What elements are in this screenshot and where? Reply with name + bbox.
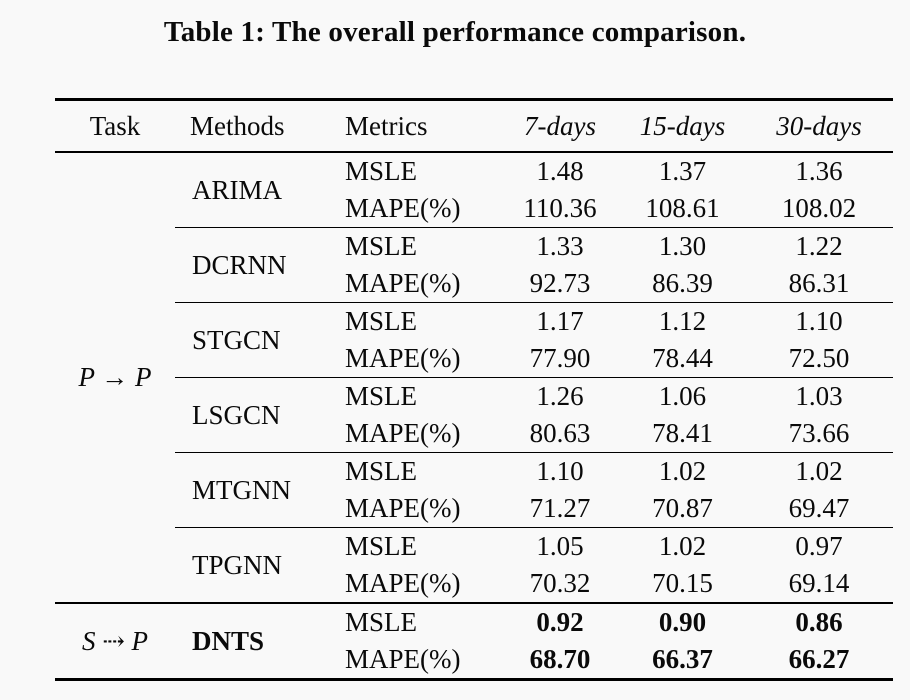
value-cell: 78.44 bbox=[620, 340, 745, 378]
metric-cell: MAPE(%) bbox=[330, 415, 500, 453]
method-cell: STGCN bbox=[175, 302, 330, 378]
metric-cell: MAPE(%) bbox=[330, 340, 500, 378]
value-cell: 86.39 bbox=[620, 265, 745, 303]
header-row: Task Methods Metrics 7-days 15-days 30-d… bbox=[55, 99, 893, 153]
value-cell: 1.30 bbox=[658, 231, 707, 261]
metric-cell: MSLE bbox=[345, 306, 418, 336]
table-row: MAPE(%) 110.36 108.61 108.02 bbox=[55, 190, 893, 228]
table-row: MTGNN MSLE 1.10 1.02 1.02 bbox=[55, 452, 893, 528]
table-caption: Table 1: The overall performance compari… bbox=[163, 16, 747, 48]
value-cell: 1.05 bbox=[536, 531, 584, 561]
method-cell: ARIMA bbox=[175, 152, 330, 228]
table-row: MAPE(%) 70.32 70.15 69.14 bbox=[55, 565, 893, 604]
table-row: S ⇢ P DNTS MSLE 0.92 0.90 0.86 bbox=[55, 603, 893, 656]
table-row: MAPE(%) 80.63 78.41 73.66 bbox=[55, 415, 893, 453]
metric-cell: MAPE(%) bbox=[330, 490, 500, 528]
col-header-task: Task bbox=[55, 99, 175, 153]
metric-cell: MSLE bbox=[345, 231, 418, 261]
value-cell: 1.10 bbox=[536, 456, 584, 486]
table-row: MAPE(%) 68.70 66.37 66.27 bbox=[55, 641, 893, 680]
value-cell: 77.90 bbox=[500, 340, 620, 378]
value-cell: 69.14 bbox=[745, 565, 893, 604]
metric-cell: MAPE(%) bbox=[345, 644, 461, 674]
method-cell: LSGCN bbox=[175, 377, 330, 453]
table-row: MAPE(%) 77.90 78.44 72.50 bbox=[55, 340, 893, 378]
col-header-methods: Methods bbox=[175, 99, 330, 153]
value-cell: 1.33 bbox=[536, 231, 584, 261]
value-cell: 1.26 bbox=[536, 381, 584, 411]
table-row: TPGNN MSLE 1.05 1.02 0.97 bbox=[55, 527, 893, 604]
metric-cell: MSLE bbox=[345, 156, 418, 186]
table-row: MAPE(%) 71.27 70.87 69.47 bbox=[55, 490, 893, 528]
value-cell: 78.41 bbox=[620, 415, 745, 453]
method-cell: TPGNN bbox=[175, 527, 330, 604]
table-row: LSGCN MSLE 1.26 1.06 1.03 bbox=[55, 377, 893, 453]
value-cell: 72.50 bbox=[745, 340, 893, 378]
value-cell: 80.63 bbox=[500, 415, 620, 453]
value-cell: 1.06 bbox=[658, 381, 707, 411]
col-header-metrics: Metrics bbox=[330, 99, 500, 153]
value-cell: 1.12 bbox=[658, 306, 707, 336]
value-cell: 1.36 bbox=[795, 156, 843, 186]
value-cell: 1.37 bbox=[658, 156, 707, 186]
value-cell: 66.27 bbox=[788, 644, 850, 674]
table-row: P → P ARIMA MSLE 1.48 1.37 1.36 bbox=[55, 152, 893, 604]
value-cell: 1.02 bbox=[658, 531, 707, 561]
value-cell: 71.27 bbox=[500, 490, 620, 528]
method-cell: DNTS bbox=[192, 625, 265, 656]
task-cell-p-to-p: P → P bbox=[55, 152, 175, 604]
metric-cell: MSLE bbox=[345, 381, 418, 411]
performance-table: Task Methods Metrics 7-days 15-days 30-d… bbox=[55, 98, 893, 681]
col-header-7days: 7-days bbox=[500, 99, 620, 153]
metric-cell: MAPE(%) bbox=[330, 265, 500, 303]
value-cell: 108.02 bbox=[745, 190, 893, 228]
value-cell: 1.48 bbox=[536, 156, 584, 186]
table-row: DCRNN MSLE 1.33 1.30 1.22 bbox=[55, 227, 893, 303]
metric-cell: MSLE bbox=[345, 531, 418, 561]
value-cell: 69.47 bbox=[745, 490, 893, 528]
value-cell: 1.22 bbox=[795, 231, 843, 261]
value-cell: 92.73 bbox=[500, 265, 620, 303]
value-cell: 1.02 bbox=[795, 456, 843, 486]
value-cell: 68.70 bbox=[529, 644, 591, 674]
value-cell: 66.37 bbox=[652, 644, 713, 674]
table-row: MAPE(%) 92.73 86.39 86.31 bbox=[55, 265, 893, 303]
metric-cell: MAPE(%) bbox=[330, 190, 500, 228]
metric-cell: MAPE(%) bbox=[330, 565, 500, 604]
method-cell: MTGNN bbox=[175, 452, 330, 528]
value-cell: 0.97 bbox=[795, 531, 843, 561]
metric-cell: MSLE bbox=[345, 607, 418, 637]
col-header-15days: 15-days bbox=[620, 99, 745, 153]
value-cell: 70.15 bbox=[620, 565, 745, 604]
value-cell: 1.10 bbox=[795, 306, 843, 336]
value-cell: 1.03 bbox=[795, 381, 843, 411]
value-cell: 70.87 bbox=[620, 490, 745, 528]
value-cell: 1.02 bbox=[658, 456, 707, 486]
value-cell: 73.66 bbox=[745, 415, 893, 453]
value-cell: 0.86 bbox=[795, 607, 843, 637]
value-cell: 0.92 bbox=[536, 607, 584, 637]
value-cell: 70.32 bbox=[500, 565, 620, 604]
value-cell: 86.31 bbox=[745, 265, 893, 303]
col-header-30days: 30-days bbox=[745, 99, 893, 153]
task-cell-s-to-p: S ⇢ P bbox=[81, 625, 149, 656]
value-cell: 1.17 bbox=[536, 306, 584, 336]
method-cell: DCRNN bbox=[175, 227, 330, 303]
metric-cell: MSLE bbox=[345, 456, 418, 486]
value-cell: 0.90 bbox=[658, 607, 707, 637]
value-cell: 108.61 bbox=[620, 190, 745, 228]
value-cell: 110.36 bbox=[500, 190, 620, 228]
table-row: STGCN MSLE 1.17 1.12 1.10 bbox=[55, 302, 893, 378]
